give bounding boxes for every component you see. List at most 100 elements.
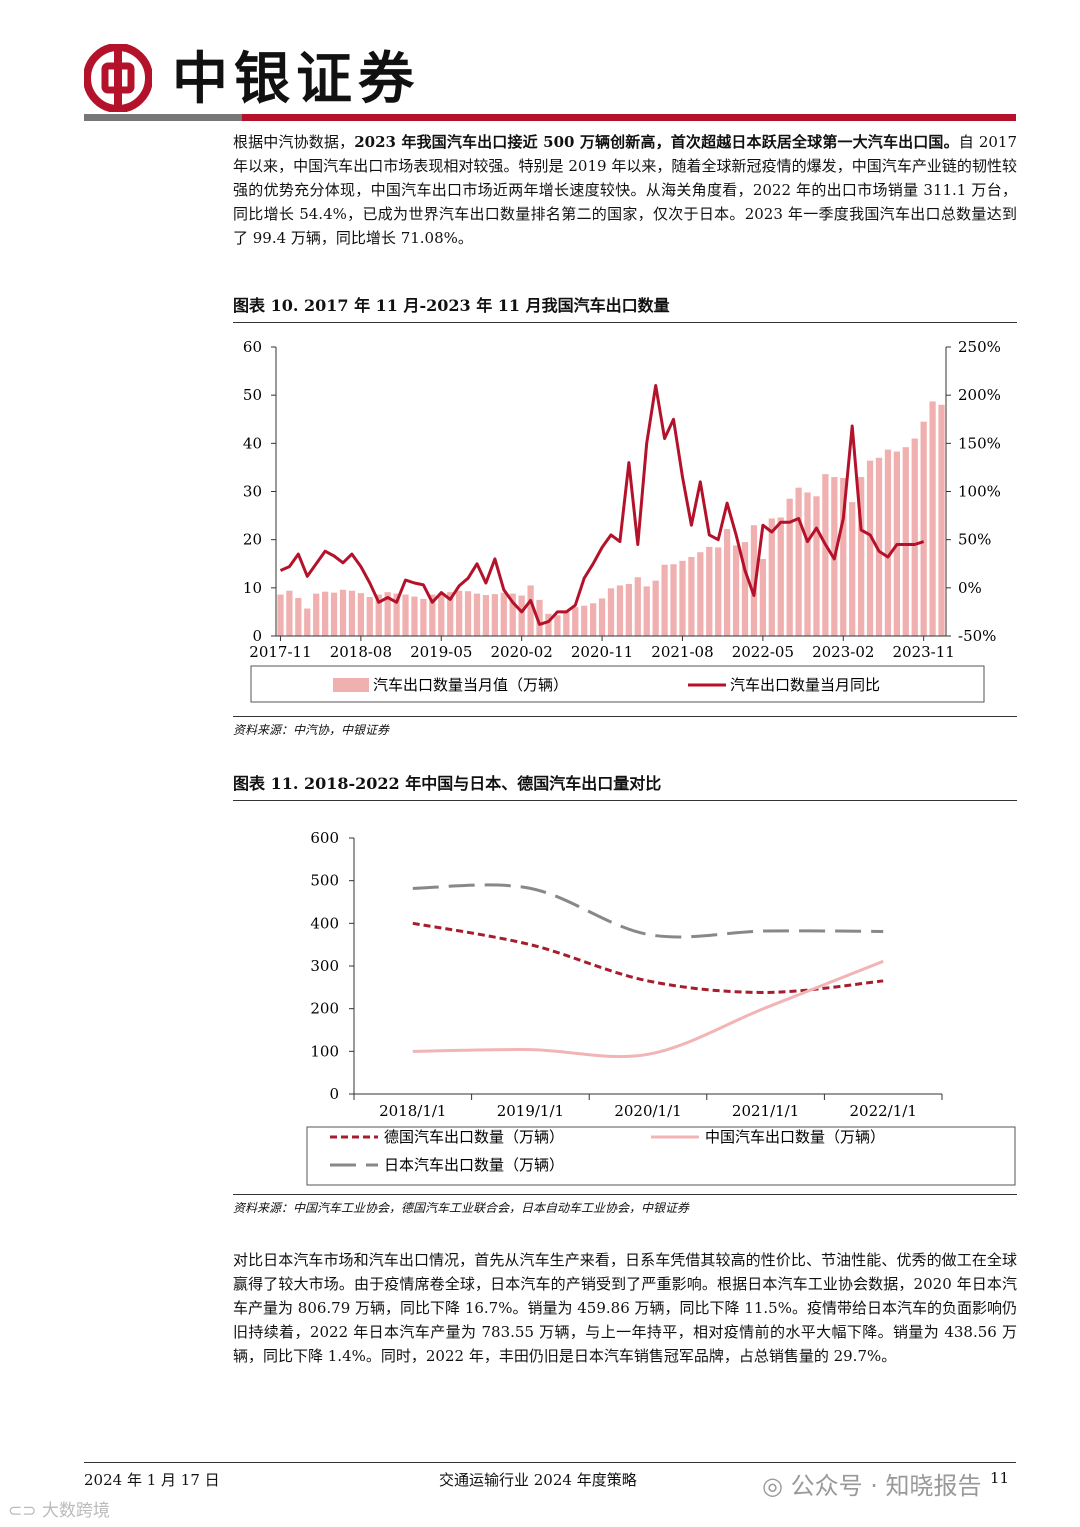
export-volume-bar [875, 457, 883, 636]
x-tick-label: 2020-11 [571, 643, 633, 661]
export-volume-bar [697, 552, 704, 636]
export-volume-bar [590, 603, 597, 636]
figure-11-source: 资料来源：中国汽车工业协会，德国汽车工业联合会，日本自动车工业协会，中银证券 [233, 1194, 1017, 1216]
export-volume-bar [295, 597, 302, 636]
report-header: 中银证券 [84, 38, 1016, 124]
x-tick-label: 2022-05 [732, 643, 794, 661]
export-volume-bar [670, 564, 677, 636]
footer-date: 2024 年 1 月 17 日 [84, 1471, 220, 1489]
export-volume-bar [313, 593, 320, 636]
watermark-right: ◎ 公众号 · 知晓报告 [762, 1466, 981, 1501]
legend-box [250, 665, 985, 703]
intro-paragraph: 根据中汽协数据，2023 年我国汽车出口接近 500 万辆创新高，首次超越日本跃… [233, 130, 1017, 250]
export-volume-bar [286, 590, 293, 636]
export-volume-bar [884, 449, 892, 636]
figure-10-title: 图表 10. 2017 年 11 月-2023 年 11 月我国汽车出口数量 [233, 292, 1017, 323]
export-volume-bar [715, 547, 722, 636]
export-volume-bar [795, 487, 802, 636]
y-tick-label: 400 [310, 914, 339, 932]
export-volume-bar [509, 593, 516, 636]
japan-export-line [412, 883, 884, 939]
page-number: 11 [990, 1469, 1010, 1487]
export-volume-bar [518, 595, 525, 636]
export-volume-bar [920, 421, 927, 636]
export-volume-bar [607, 588, 615, 636]
export-volume-bar [563, 610, 570, 636]
figure-11-chart: 0 100 200 300 400 500 600 2018/1/1 2019/1/1 2020/… [306, 829, 1016, 1186]
legend-japan-label: 日本汽车出口数量（万辆） [384, 1156, 564, 1174]
chain-icon: ⊂⊃ [8, 1501, 37, 1521]
export-volume-bar [634, 577, 641, 636]
right-y-tick-label: 200% [958, 386, 1001, 404]
germany-export-line [412, 921, 884, 994]
header-rule-red [242, 114, 1016, 121]
export-volume-bar [464, 591, 472, 636]
watermark-left-text: 大数跨境 [41, 1501, 110, 1521]
left-y-tick-label: 20 [243, 531, 262, 549]
y-tick-label: 500 [310, 872, 339, 890]
x-tick-label: 2018-08 [330, 643, 392, 661]
watermark-left: ⊂⊃ 大数跨境 [8, 1496, 110, 1521]
x-tick-label: 2023-02 [812, 643, 874, 661]
japan-comparison-paragraph: 对比日本汽车市场和汽车出口情况，首先从汽车生产来看，日系车凭借其较高的性价比、节… [233, 1251, 1017, 1365]
export-volume-bar [938, 404, 945, 636]
export-volume-bar [456, 590, 463, 636]
export-volume-bar [438, 593, 445, 636]
export-volume-bar [411, 596, 418, 636]
left-y-tick-label: 10 [243, 579, 262, 597]
export-volume-bar [625, 583, 632, 636]
export-volume-bar [732, 545, 740, 636]
footer-report-title: 交通运输行业 2024 年度策略 [439, 1471, 637, 1489]
export-volume-bar [929, 401, 936, 636]
bank-of-china-logo-icon [84, 44, 152, 112]
export-volume-bar [473, 593, 481, 636]
export-volume-bar [482, 595, 490, 636]
export-volume-bar [429, 594, 436, 636]
wechat-icon: ◎ [762, 1472, 783, 1500]
export-volume-bar [339, 589, 347, 636]
left-y-tick-label: 60 [243, 338, 262, 356]
intro-highlight: 2023 年我国汽车出口接近 500 万辆创新高，首次超越日本跃居全球第一大汽车… [354, 133, 959, 151]
export-volume-bar [813, 496, 820, 636]
export-volume-bar [491, 594, 498, 636]
export-volume-bar [679, 560, 686, 636]
export-volume-bar [661, 564, 668, 636]
left-y-tick-label: 50 [243, 386, 262, 404]
legend-box [306, 1126, 1016, 1186]
export-volume-bar [402, 594, 409, 636]
export-volume-bar [840, 478, 847, 636]
left-y-tick-label: 30 [243, 483, 262, 501]
y-tick-label: 0 [329, 1085, 339, 1103]
x-tick-label: 2022/1/1 [850, 1102, 917, 1120]
export-volume-bar [706, 546, 713, 636]
x-tick-label: 2021-08 [651, 643, 713, 661]
legend-line-label: 汽车出口数量当月同比 [730, 676, 880, 694]
export-volume-bar [572, 607, 579, 636]
export-volume-bar [768, 518, 775, 636]
export-volume-bar [536, 599, 543, 636]
export-volume-bar [500, 592, 507, 636]
export-volume-bar [750, 525, 758, 636]
y-tick-label: 200 [310, 1000, 339, 1018]
export-volume-bar [330, 592, 338, 636]
export-volume-bar [554, 615, 561, 636]
brand-name: 中银证券 [172, 46, 420, 112]
export-volume-bar [393, 593, 400, 636]
right-y-tick-label: 0% [958, 579, 982, 597]
export-volume-bar [616, 585, 624, 636]
export-volume-bar [902, 447, 909, 636]
legend-bar-label: 汽车出口数量当月值（万辆） [373, 676, 568, 694]
left-y-tick-label: 0 [252, 627, 262, 645]
export-volume-bar [849, 502, 856, 636]
x-tick-label: 2020-02 [490, 643, 552, 661]
export-volume-bar [322, 591, 329, 636]
export-volume-bar [911, 438, 918, 636]
x-tick-label: 2019-05 [410, 643, 472, 661]
export-volume-bar [822, 474, 829, 636]
export-volume-bar [277, 594, 284, 636]
y-tick-label: 600 [310, 829, 339, 847]
right-y-tick-label: 250% [958, 338, 1001, 356]
export-volume-bar [598, 598, 606, 636]
export-volume-bar [357, 593, 364, 636]
left-y-tick-label: 40 [243, 434, 262, 452]
